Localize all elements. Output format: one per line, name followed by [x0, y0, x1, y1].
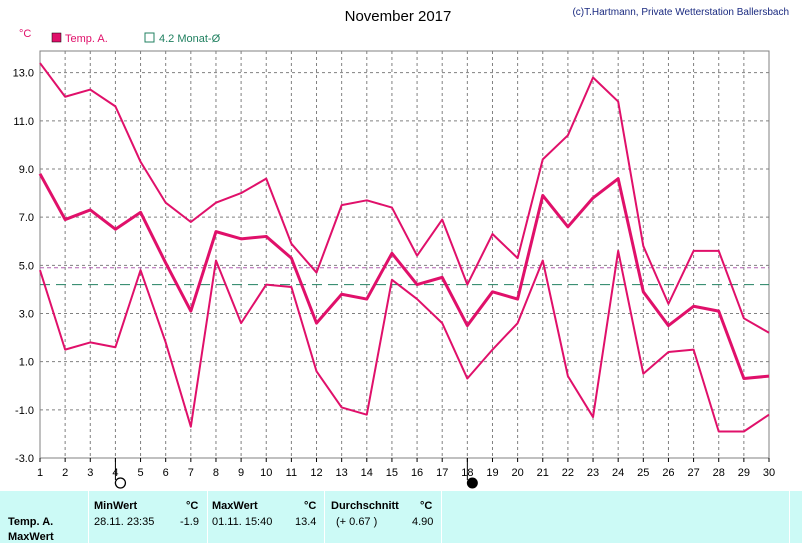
- y-axis-unit: °C: [19, 28, 31, 40]
- y-tick-label: 5.0: [19, 260, 34, 272]
- x-tick-label: 21: [537, 467, 549, 479]
- x-tick-label: 1: [37, 467, 43, 479]
- x-tick-label: 27: [687, 467, 699, 479]
- max-value: 13.4: [295, 516, 317, 528]
- copyright-text: (c)T.Hartmann, Private Wetterstation Bal…: [572, 7, 789, 18]
- x-tick-label: 10: [260, 467, 272, 479]
- avg-delta: (+ 0.67 ): [336, 516, 378, 528]
- chart-title: November 2017: [345, 8, 452, 25]
- x-tick-label: 14: [361, 467, 373, 479]
- max-unit: °C: [304, 500, 317, 512]
- row-label-temp: Temp. A.: [8, 516, 54, 528]
- x-tick-label: 11: [286, 467, 297, 479]
- x-tick-label: 2: [62, 467, 68, 479]
- series-line-mean: [38, 173, 770, 381]
- x-tick-label: 20: [511, 467, 523, 479]
- min-header: MinWert: [94, 500, 138, 512]
- temperature-chart: November 2017 (c)T.Hartmann, Private Wet…: [13, 7, 789, 489]
- min-value: -1.9: [180, 516, 199, 528]
- x-tick-label: 17: [436, 467, 448, 479]
- y-tick-label: -1.0: [15, 405, 34, 417]
- max-header: MaxWert: [212, 500, 258, 512]
- x-tick-label: 7: [188, 467, 194, 479]
- avg-unit: °C: [420, 500, 433, 512]
- x-tick-label: 23: [587, 467, 599, 479]
- x-tick-label: 12: [310, 467, 322, 479]
- y-tick-label: 11.0: [13, 116, 34, 128]
- legend-label-temp: Temp. A.: [65, 33, 108, 45]
- x-tick-label: 19: [486, 467, 498, 479]
- y-tick-label: 3.0: [19, 309, 34, 321]
- full-moon-icon: [114, 477, 127, 489]
- y-tick-label: -3.0: [15, 453, 34, 465]
- x-tick-label: 8: [213, 467, 219, 479]
- avg-value: 4.90: [412, 516, 434, 528]
- x-tick-label: 13: [336, 467, 348, 479]
- series-line-max: [39, 62, 770, 334]
- row-label-maxwert: MaxWert: [8, 531, 54, 543]
- legend-label-month-avg: 4.2 Monat-Ø: [159, 33, 221, 45]
- min-unit: °C: [186, 500, 199, 512]
- x-tick-label: 5: [137, 467, 143, 479]
- y-tick-label: 7.0: [19, 212, 34, 224]
- x-tick-label: 16: [411, 467, 423, 479]
- x-tick-label: 25: [637, 467, 649, 479]
- x-tick-label: 15: [386, 467, 398, 479]
- filled-square-icon: [51, 32, 62, 43]
- y-tick-label: 9.0: [19, 164, 34, 176]
- y-tick-label: 13.0: [13, 68, 34, 80]
- plot-frame: [39, 50, 770, 459]
- x-tick-label: 22: [562, 467, 574, 479]
- x-tick-label: 24: [612, 467, 624, 479]
- x-tick-label: 29: [738, 467, 750, 479]
- x-tick-label: 3: [87, 467, 93, 479]
- x-tick-label: 30: [763, 467, 775, 479]
- new-moon-icon: [466, 477, 478, 489]
- x-tick-label: 9: [238, 467, 244, 479]
- y-tick-label: 1.0: [19, 357, 34, 369]
- x-tick-label: 6: [163, 467, 169, 479]
- avg-header: Durchschnitt: [331, 500, 399, 512]
- x-tick-label: 26: [662, 467, 674, 479]
- statistics-table: Temp. A. MaxWert MinWert °C 28.11. 23:35…: [0, 491, 802, 543]
- max-datetime: 01.11. 15:40: [212, 516, 273, 528]
- min-datetime: 28.11. 23:35: [94, 516, 155, 528]
- x-tick-label: 28: [713, 467, 725, 479]
- hollow-square-icon: [144, 32, 155, 43]
- series-line-min: [39, 249, 770, 433]
